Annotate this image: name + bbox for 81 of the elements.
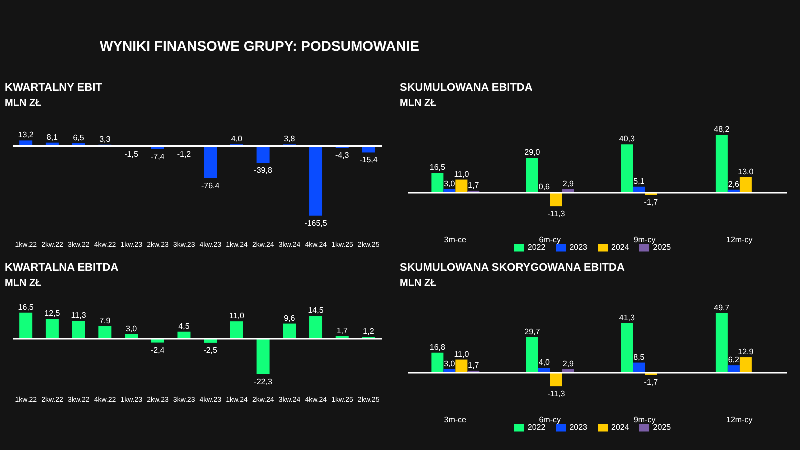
data-label: 1,7 bbox=[336, 326, 348, 336]
data-label: 3,0 bbox=[126, 324, 138, 334]
chart-subtitle: MLN ZŁ bbox=[400, 98, 438, 109]
data-label: 3,3 bbox=[100, 134, 112, 144]
legend-label: 2024 bbox=[612, 423, 630, 432]
data-label: 8,1 bbox=[46, 132, 59, 142]
data-label: 11,0 bbox=[454, 350, 470, 359]
data-label: 4,5 bbox=[178, 322, 190, 331]
x-tick-label: 3m-ce bbox=[444, 236, 468, 245]
data-label: -39,8 bbox=[254, 166, 273, 175]
chart-title: KWARTALNY EBIT bbox=[5, 82, 104, 94]
data-label: 12,5 bbox=[44, 309, 61, 318]
legend-label: 2025 bbox=[653, 423, 672, 432]
data-label: 11,0 bbox=[454, 170, 470, 179]
data-label: 5,1 bbox=[634, 176, 646, 186]
legend-label: 2025 bbox=[653, 243, 672, 252]
chart-title: SKUMULOWANA EBITDA bbox=[400, 82, 534, 94]
data-label: -11,3 bbox=[548, 210, 566, 219]
data-label: -76,4 bbox=[201, 181, 220, 190]
data-label: 29,7 bbox=[524, 327, 541, 336]
data-label: -4,3 bbox=[335, 151, 350, 160]
chart-title: SKUMULOWANA SKORYGOWANA EBITDA bbox=[400, 262, 626, 274]
x-tick-label: 3m-ce bbox=[444, 416, 468, 425]
data-label: 3,0 bbox=[444, 179, 456, 188]
data-label: 48,2 bbox=[714, 125, 730, 134]
data-label: 16,5 bbox=[18, 302, 34, 312]
data-label: -22,3 bbox=[254, 377, 273, 386]
data-label: -1,2 bbox=[177, 150, 192, 159]
data-label: -7,4 bbox=[150, 152, 166, 162]
data-label: 1,7 bbox=[468, 180, 480, 190]
text: WYNIKI FINANSOWE GRUPY: PODSUMOWANIE bbox=[100, 38, 420, 54]
chart-subtitle: MLN ZŁ bbox=[5, 98, 43, 109]
x-tick-label: 9m-cy bbox=[634, 416, 656, 425]
data-label: -1,7 bbox=[644, 378, 659, 388]
data-label: 0,6 bbox=[538, 182, 551, 192]
data-label: 49,7 bbox=[714, 303, 730, 312]
data-label: -1,7 bbox=[644, 198, 659, 208]
x-tick-label: 12m-cy bbox=[726, 236, 753, 245]
data-label: -15,4 bbox=[360, 156, 378, 165]
data-label: 9,6 bbox=[284, 314, 296, 323]
data-label: -2,4 bbox=[150, 346, 166, 355]
data-label: 13,0 bbox=[738, 167, 754, 176]
data-label: 16,5 bbox=[430, 163, 446, 172]
data-label: 11,3 bbox=[71, 311, 87, 320]
data-label: 2,9 bbox=[562, 180, 575, 189]
data-label: 4,0 bbox=[231, 134, 244, 144]
x-tick-label: 6m-cy bbox=[539, 416, 562, 425]
legend-label: 2023 bbox=[570, 423, 588, 432]
data-label: 3,8 bbox=[284, 134, 296, 144]
data-label: 6,2 bbox=[728, 356, 740, 365]
data-label: 2,9 bbox=[562, 360, 575, 369]
data-label: 6,5 bbox=[73, 134, 85, 143]
data-label: 14,5 bbox=[308, 306, 324, 316]
data-label: 1,2 bbox=[363, 327, 375, 336]
data-label: 4,0 bbox=[538, 358, 551, 368]
data-label: 2,6 bbox=[728, 180, 740, 189]
legend-label: 2023 bbox=[570, 243, 588, 252]
data-label: -165,5 bbox=[304, 218, 328, 228]
legend-label: 2022 bbox=[528, 423, 546, 432]
data-label: 13,2 bbox=[18, 130, 34, 140]
data-label: 16,8 bbox=[430, 342, 446, 352]
data-label: 11,0 bbox=[229, 312, 245, 321]
data-label: 1,7 bbox=[468, 360, 480, 370]
data-label: 40,3 bbox=[619, 134, 636, 144]
data-label: 8,5 bbox=[634, 352, 646, 362]
chart-subtitle: MLN ZŁ bbox=[400, 278, 438, 289]
chart-title: KWARTALNA EBITDA bbox=[5, 262, 120, 274]
data-label: 3,0 bbox=[444, 359, 456, 368]
data-label: -2,5 bbox=[204, 346, 218, 355]
legend-label: 2024 bbox=[612, 243, 630, 252]
data-label: 29,0 bbox=[524, 148, 541, 158]
legend-label: 2022 bbox=[528, 243, 546, 252]
data-label: 41,3 bbox=[619, 313, 636, 322]
data-label: -11,3 bbox=[548, 390, 566, 399]
data-label: 7,9 bbox=[100, 316, 112, 326]
data-label: -1,5 bbox=[124, 150, 139, 159]
chart-subtitle: MLN ZŁ bbox=[5, 278, 43, 289]
x-tick-label: 6m-cy bbox=[539, 236, 562, 245]
x-tick-label: 9m-cy bbox=[634, 236, 656, 245]
data-label: 12,9 bbox=[738, 348, 754, 357]
x-tick-label: 12m-cy bbox=[726, 416, 753, 425]
